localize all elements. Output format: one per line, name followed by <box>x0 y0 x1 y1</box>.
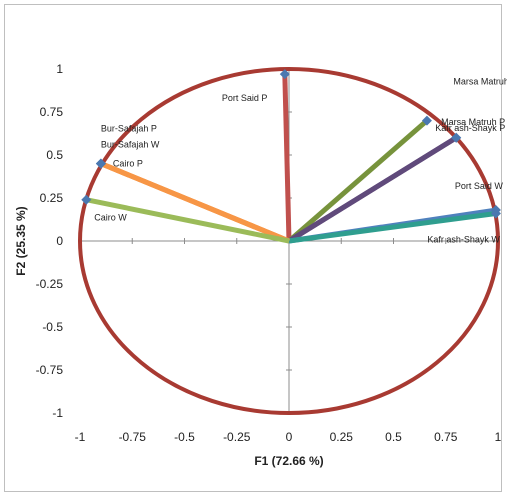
x-axis-title: F1 (72.66 %) <box>254 454 323 468</box>
x-tick-label: -1 <box>75 430 86 444</box>
vector-line <box>282 74 292 242</box>
point-label: Port Said W <box>455 181 504 191</box>
chart-frame <box>4 4 502 492</box>
y-tick-label: -0.25 <box>36 277 64 291</box>
y-tick-label: 0.25 <box>40 191 64 205</box>
vector-line <box>85 197 290 244</box>
x-tick-label: 0.25 <box>330 430 354 444</box>
x-tick-label: 0.75 <box>434 430 458 444</box>
point-label: Port Said P <box>222 93 268 103</box>
x-tick-label: 1 <box>495 430 502 444</box>
data-point <box>451 132 462 143</box>
y-tick-label: -1 <box>52 406 63 420</box>
point-label: Bur-Safajah W <box>101 140 160 150</box>
point-label: Cairo W <box>94 213 127 223</box>
point-label: Marsa Matruh W <box>453 77 507 87</box>
data-point <box>490 208 501 219</box>
x-tick-label: -0.5 <box>174 430 195 444</box>
x-tick-label: 0.5 <box>385 430 402 444</box>
y-tick-label: -0.75 <box>36 363 64 377</box>
data-point <box>95 158 106 169</box>
point-label: Marsa Matruh P <box>441 117 505 127</box>
y-tick-label: -0.5 <box>42 320 63 334</box>
correlation-circle <box>78 67 500 415</box>
data-point <box>421 115 432 126</box>
y-tick-label: 0.75 <box>40 105 64 119</box>
point-label: Bur-Safajah P <box>101 124 157 134</box>
point-label: Kafr ash-Shayk P <box>435 123 505 133</box>
y-tick-label: 1 <box>56 62 63 76</box>
x-tick-label: -0.75 <box>119 430 147 444</box>
y-tick-label: 0.5 <box>46 148 63 162</box>
point-label: Kafr ash-Shayk W <box>427 234 500 244</box>
vector-line <box>99 161 290 244</box>
x-tick-label: 0 <box>286 430 293 444</box>
y-axis-title: F2 (25.35 %) <box>14 206 28 275</box>
vector-line <box>287 118 429 243</box>
vector-line <box>287 135 458 244</box>
y-tick-label: 0 <box>56 234 63 248</box>
x-tick-label: -0.25 <box>223 430 251 444</box>
data-point <box>279 69 290 80</box>
data-point <box>81 194 92 205</box>
point-label: Cairo P <box>113 159 143 169</box>
vector-line <box>288 211 497 244</box>
